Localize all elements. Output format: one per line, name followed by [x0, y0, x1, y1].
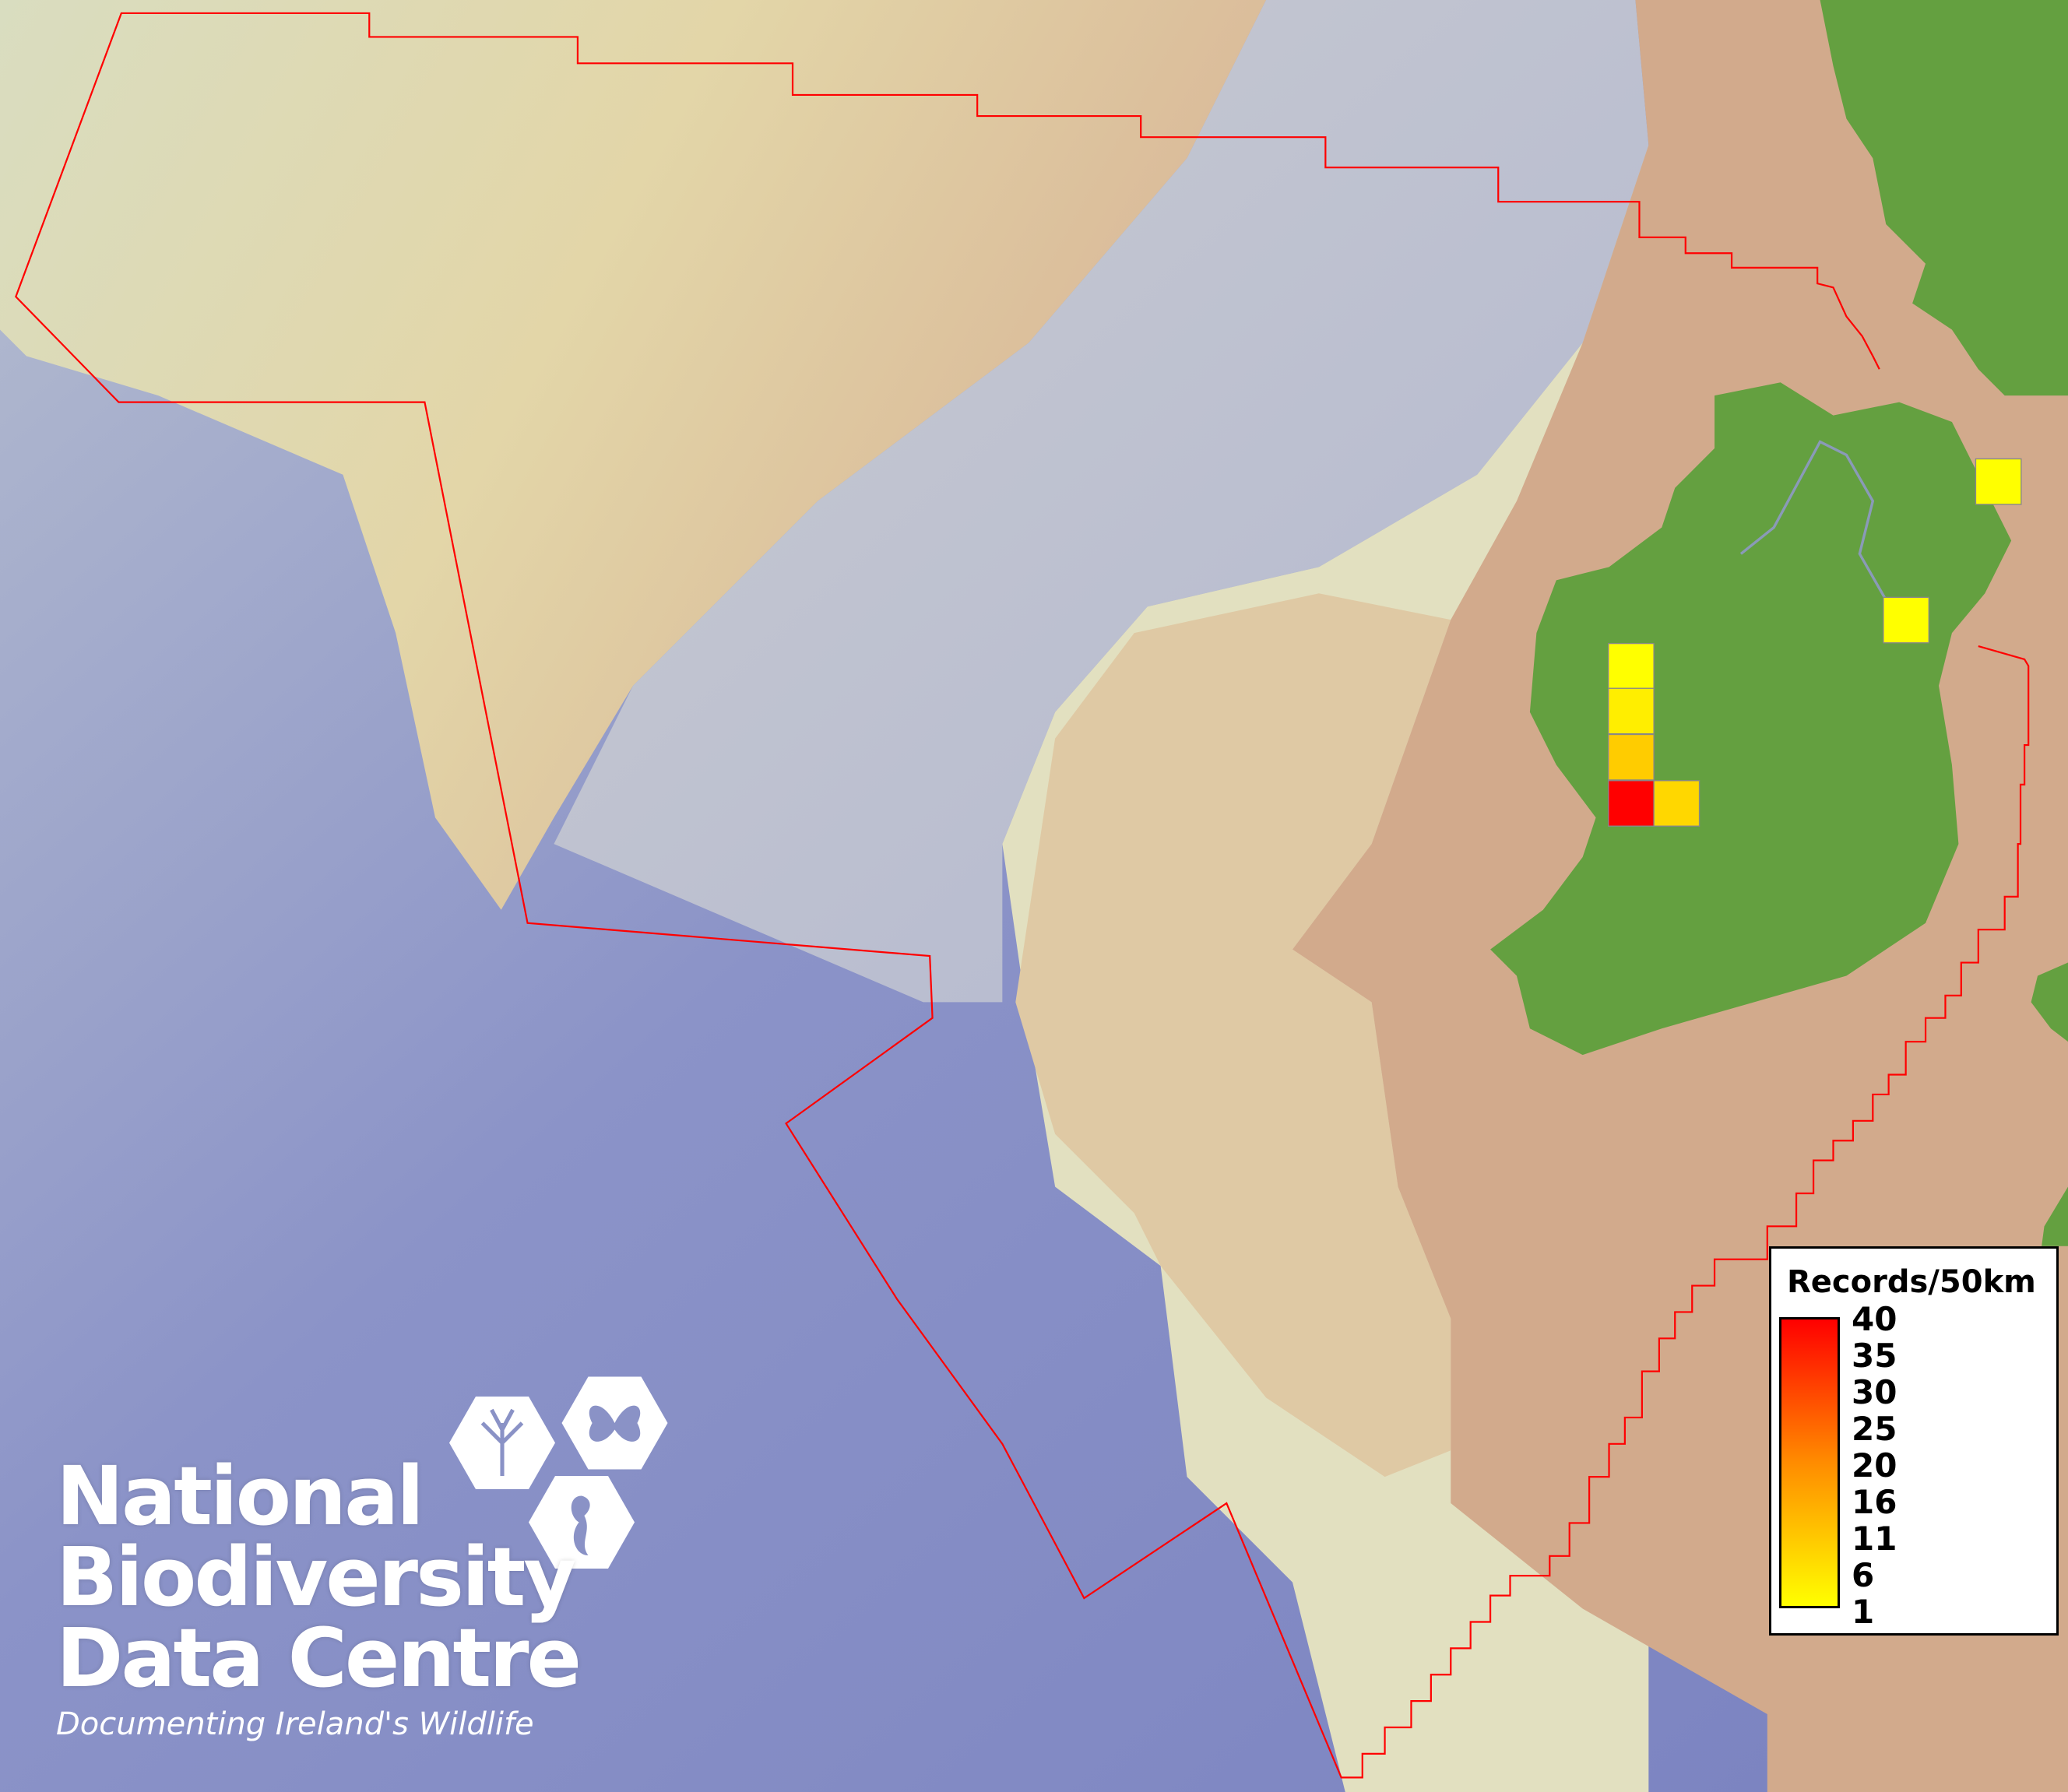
logo-line-2: Biodiversity: [56, 1530, 576, 1625]
record-grid-cells: [1608, 458, 2022, 827]
legend-label: 11: [1852, 1520, 1897, 1558]
legend-label: 25: [1852, 1410, 1897, 1448]
legend-label: 40: [1852, 1300, 1897, 1338]
legend-label: 16: [1852, 1483, 1897, 1521]
grid-cell: [1883, 596, 1929, 644]
legend-label: 35: [1852, 1337, 1897, 1375]
northern-ireland-border: [1739, 440, 1887, 601]
logo-line-3: Data Centre: [56, 1611, 582, 1706]
legend-label: 6: [1852, 1556, 1875, 1594]
legend-label: 20: [1852, 1446, 1897, 1485]
rockall-plateau: [0, 0, 1267, 910]
legend: Records/50km 40 35 30 25 20 16 11 6 1: [1769, 1246, 2059, 1636]
legend-label: 30: [1852, 1373, 1897, 1411]
survey-boundary: [15, 12, 2030, 1779]
rockall-trough: [554, 0, 1649, 1003]
grid-cell: [1608, 642, 1655, 690]
grid-cell: [1653, 780, 1700, 827]
legend-color-bar: [1779, 1317, 1840, 1608]
logo-line-1: National: [56, 1449, 424, 1544]
grid-cell: [1608, 733, 1655, 781]
logo-tagline: Documenting Ireland's Wildlife: [56, 1706, 534, 1742]
grid-cell: [1608, 780, 1655, 827]
ndbc-logo: National Biodiversity Data Centre Docume…: [56, 1449, 582, 1742]
scotland-land: [1820, 0, 2068, 396]
ndbc-logo-hexagons: [449, 1376, 668, 1569]
grid-cell: [1975, 458, 2022, 505]
ireland-land: [1490, 382, 2012, 1056]
legend-title: Records/50km: [1787, 1264, 2036, 1300]
wales-land: [2031, 962, 2068, 1246]
porcupine-bank: [1015, 593, 1451, 1478]
legend-label: 1: [1852, 1593, 1875, 1631]
grid-cell: [1608, 687, 1655, 735]
